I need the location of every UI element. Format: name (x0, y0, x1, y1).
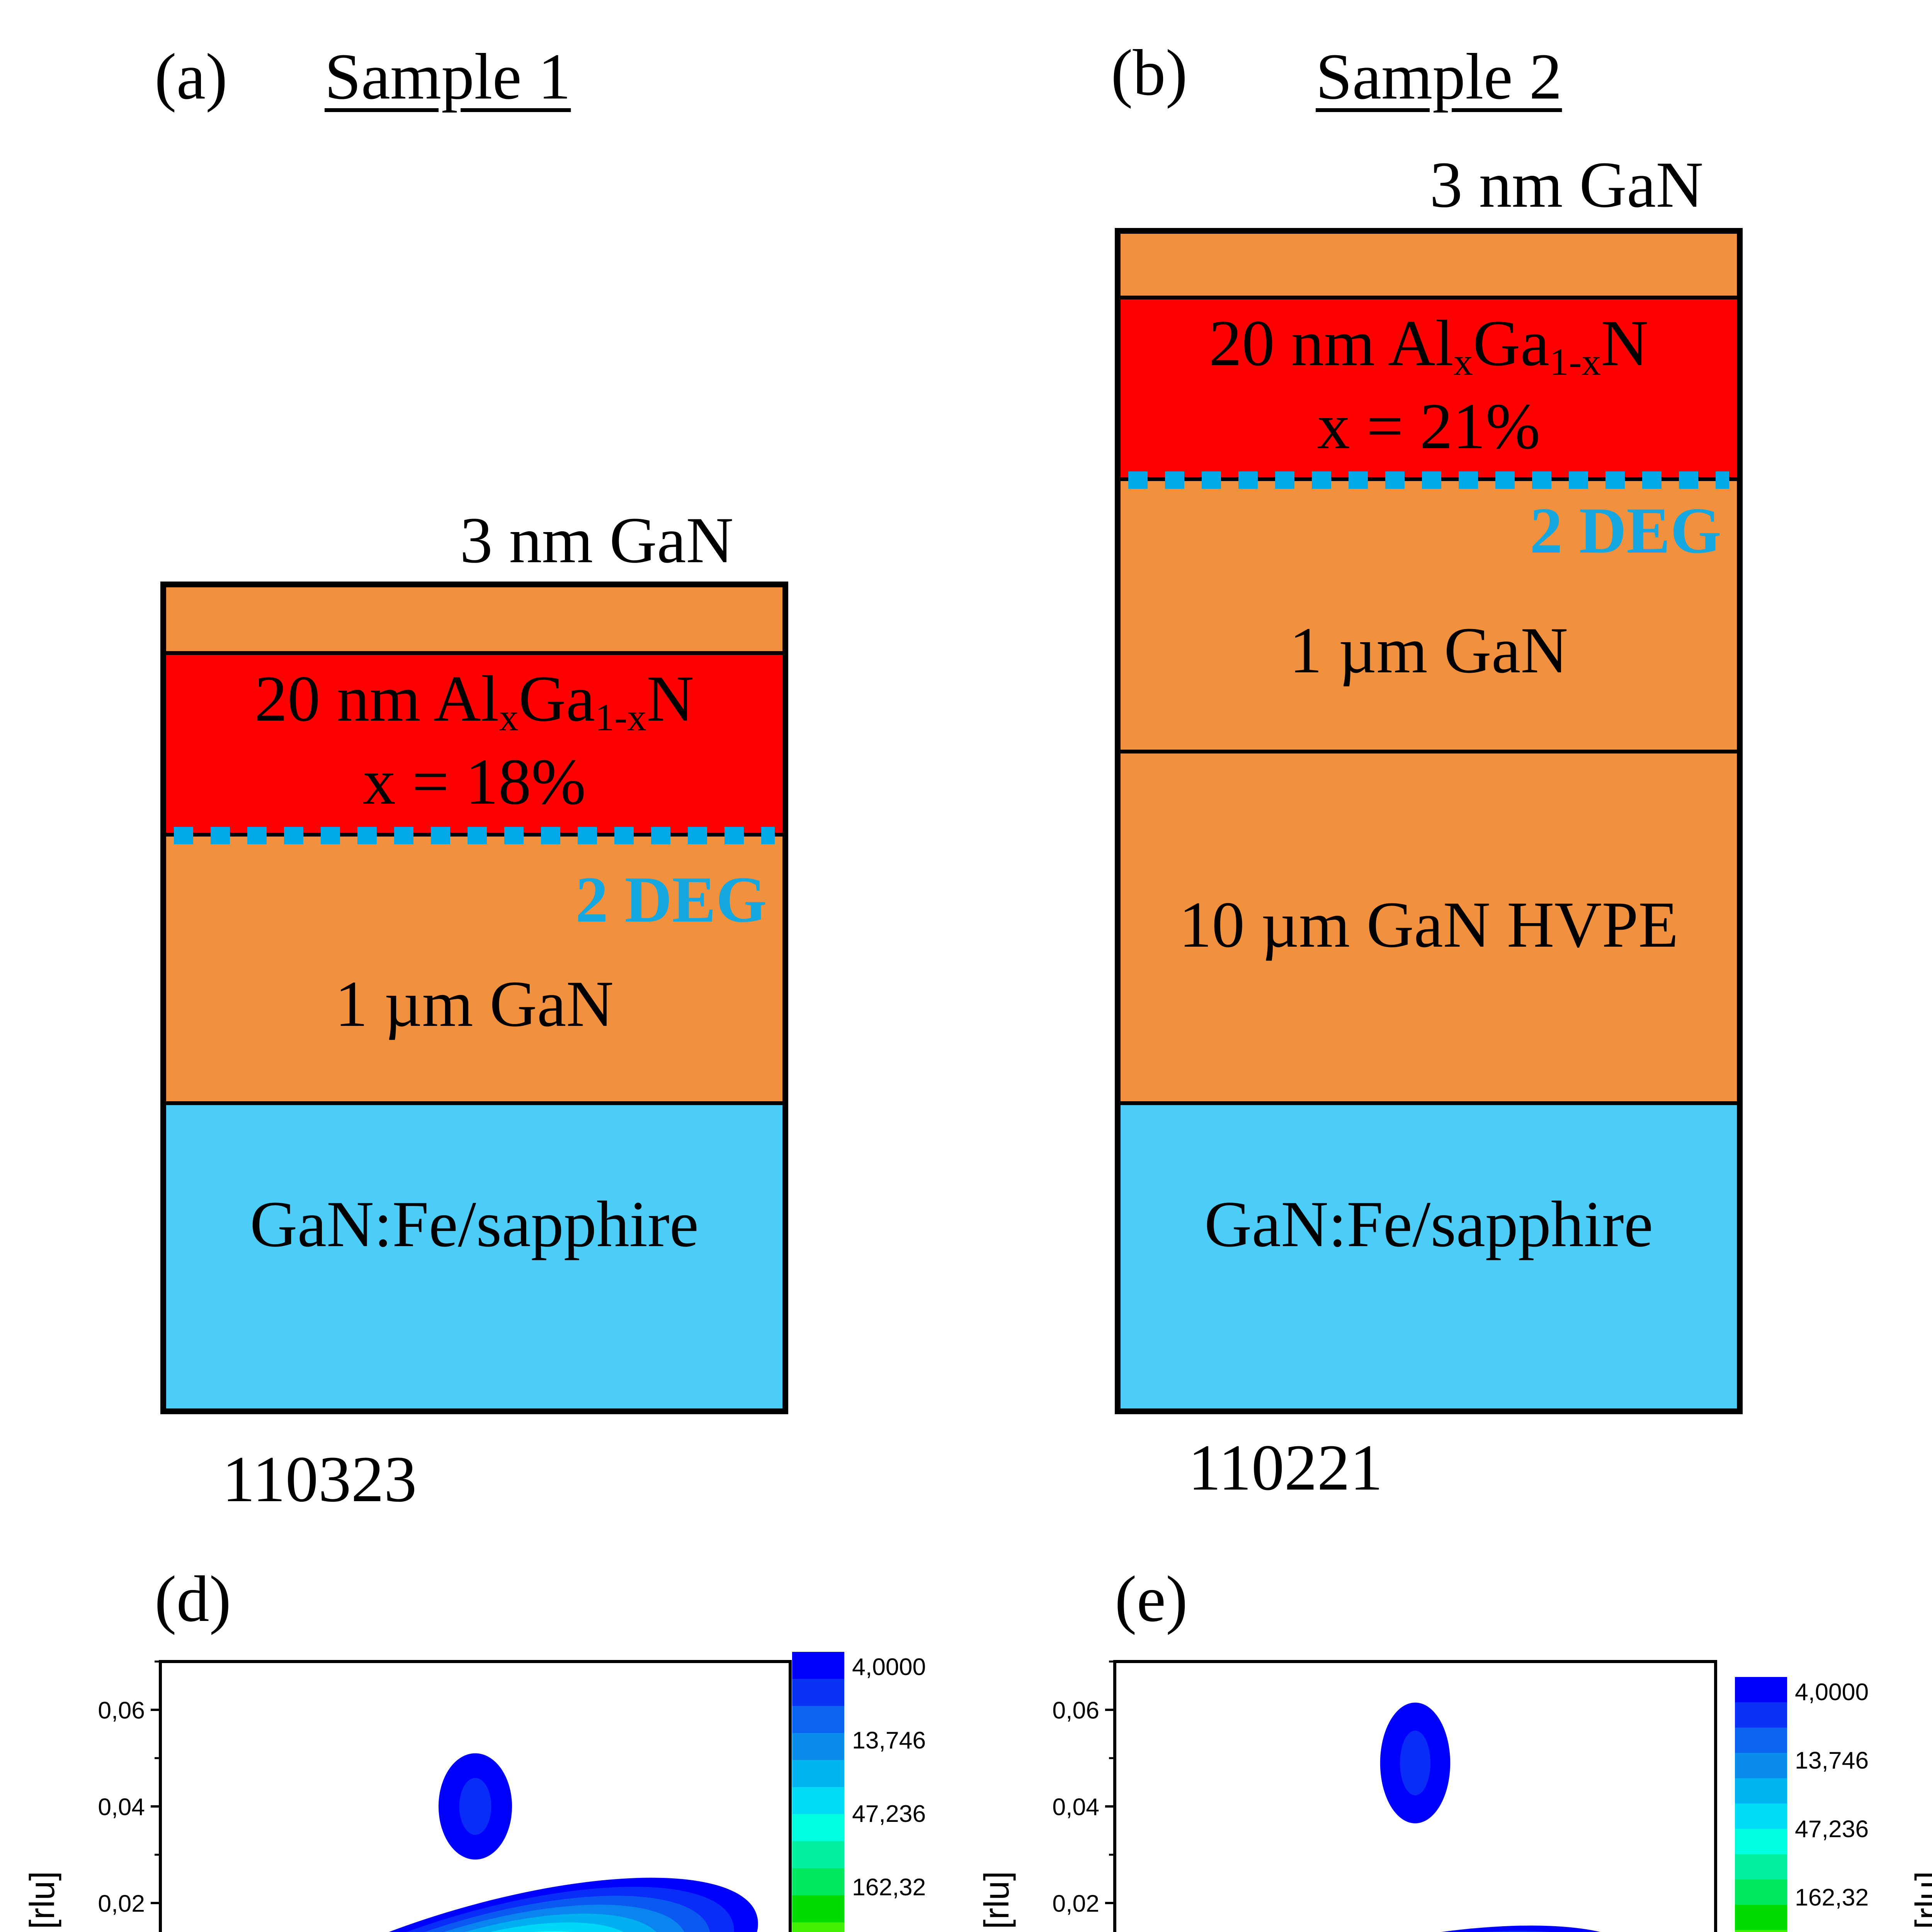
y-tick-label: 0,02 (98, 1890, 145, 1917)
channel-layer-text: 1 µm GaN (335, 970, 614, 1042)
y-tick-label: 0,04 (98, 1794, 145, 1821)
sample-id: 110323 (222, 1445, 417, 1517)
panel-label-b: (b) (1111, 39, 1188, 110)
colorbar-segment (792, 1787, 844, 1815)
panel-label-e: (e) (1115, 1565, 1188, 1636)
colorbar-label: 162,32 (1795, 1884, 1869, 1911)
colorbar-segment (1735, 1753, 1787, 1779)
colorbar-segment (1735, 1677, 1787, 1703)
colorbar-segment (1735, 1803, 1787, 1830)
y-tick-label: 0,02 (1052, 1890, 1099, 1917)
substrate-text: GaN:Fe/sapphire (1204, 1190, 1653, 1262)
rsm-intensity-map (192, 1753, 758, 1932)
2deg-interface (174, 827, 775, 854)
y-axis-label: Qz [rlu] (978, 1871, 1016, 1932)
colorbar-label: 13,746 (1795, 1747, 1869, 1774)
sample-id: 110221 (1188, 1434, 1383, 1505)
rsm-chart-d: -0,03-0,02-0,010,000,010,020,03-0,04-0,0… (23, 1652, 926, 1932)
rsm-chart-e: -0,03-0,02-0,010,000,010,020,03-0,04-0,0… (978, 1660, 1869, 1932)
colorbar-segment (792, 1895, 844, 1923)
2deg-label: 2 DEG (575, 866, 767, 937)
colorbar-segment (792, 1652, 844, 1680)
algan-fraction-text: x = 18% (362, 748, 586, 820)
buffer-layer-text: 10 µm GaN HVPE (1179, 890, 1679, 962)
sample-title-2: Sample 2 (1316, 43, 1562, 114)
substrate-layer: GaN:Fe/sapphire (1121, 1101, 1737, 1408)
plot-frame (1113, 1660, 1717, 1932)
y-tick-label: 0,06 (98, 1697, 145, 1724)
gan-cap-layer (1121, 234, 1737, 296)
layer-stack-sample-1: 20 nm AlxGa1-xN x = 18% 1 µm GaN 2 DEG G… (160, 582, 788, 1414)
colorbar-label: 47,236 (852, 1800, 926, 1827)
colorbar-segment (1735, 1930, 1787, 1932)
peak-contour-level (459, 1778, 492, 1835)
colorbar-segment (1735, 1778, 1787, 1804)
colorbar-segment (792, 1679, 844, 1707)
colorbar-segment (792, 1706, 844, 1734)
colorbar-segment (792, 1922, 844, 1932)
2deg-label: 2 DEG (1530, 497, 1721, 568)
cap-layer-label: 3 nm GaN (1430, 151, 1704, 222)
cap-layer-label: 3 nm GaN (460, 506, 734, 578)
gan-channel-layer: 1 µm GaN (1121, 477, 1737, 750)
algan-barrier-layer: 20 nm AlxGa1-xN x = 18% (166, 651, 782, 833)
colorbar-label: 162,32 (852, 1874, 926, 1901)
algan-barrier-layer: 20 nm AlxGa1-xN x = 21% (1121, 296, 1737, 477)
y-tick-label: 0,06 (1052, 1697, 1099, 1724)
y-axis-label: Qz [rlu] (1909, 1871, 1932, 1932)
colorbar-segment (792, 1760, 844, 1788)
layer-stack-sample-2: 20 nm AlxGa1-xN x = 21% 1 µm GaN 2 DEG 1… (1115, 228, 1743, 1414)
colorbar-label: 13,746 (852, 1727, 926, 1754)
sample-title-1: Sample 1 (325, 43, 571, 114)
algan-fraction-text: x = 21% (1317, 393, 1541, 464)
y-tick-label: 0,04 (1052, 1794, 1099, 1821)
peak-contour-level (1188, 1925, 1642, 1932)
colorbar-label: 4,0000 (852, 1653, 926, 1680)
plot-frame (159, 1660, 792, 1932)
colorbar-label: 4,0000 (1795, 1679, 1869, 1706)
panel-label-a: (a) (155, 43, 228, 114)
colorbar-segment (1735, 1829, 1787, 1855)
colorbar-segment (1735, 1702, 1787, 1729)
substrate-layer: GaN:Fe/sapphire (166, 1101, 782, 1408)
colorbar-segment (1735, 1728, 1787, 1754)
gan-channel-layer: 1 µm GaN (166, 833, 782, 1101)
gan-cap-layer (166, 587, 782, 651)
colorbar-segment (792, 1868, 844, 1896)
colorbar-label: 47,236 (1795, 1815, 1869, 1842)
y-axis-label: Qz [rlu] (23, 1871, 62, 1932)
substrate-text: GaN:Fe/sapphire (250, 1190, 699, 1262)
algan-composition-text: 20 nm AlxGa1-xN (254, 665, 694, 741)
colorbar-segment (792, 1841, 844, 1869)
2deg-interface (1128, 471, 1729, 498)
rsm-chart-f: -0,03-0,02-0,010,000,010,020,03-0,04-0,0… (1909, 1871, 1932, 1932)
peak-contour-level (1400, 1730, 1430, 1796)
colorbar-segment (1735, 1879, 1787, 1906)
colorbar-segment (792, 1733, 844, 1761)
rsm-intensity-map (1188, 1702, 1642, 1932)
gan-hvpe-buffer-layer: 10 µm GaN HVPE (1121, 750, 1737, 1101)
channel-layer-text: 1 µm GaN (1289, 617, 1568, 689)
colorbar-segment (1735, 1854, 1787, 1881)
panel-label-d: (d) (155, 1565, 231, 1636)
algan-composition-text: 20 nm AlxGa1-xN (1209, 310, 1649, 385)
colorbar-segment (1735, 1905, 1787, 1931)
colorbar-segment (792, 1814, 844, 1842)
